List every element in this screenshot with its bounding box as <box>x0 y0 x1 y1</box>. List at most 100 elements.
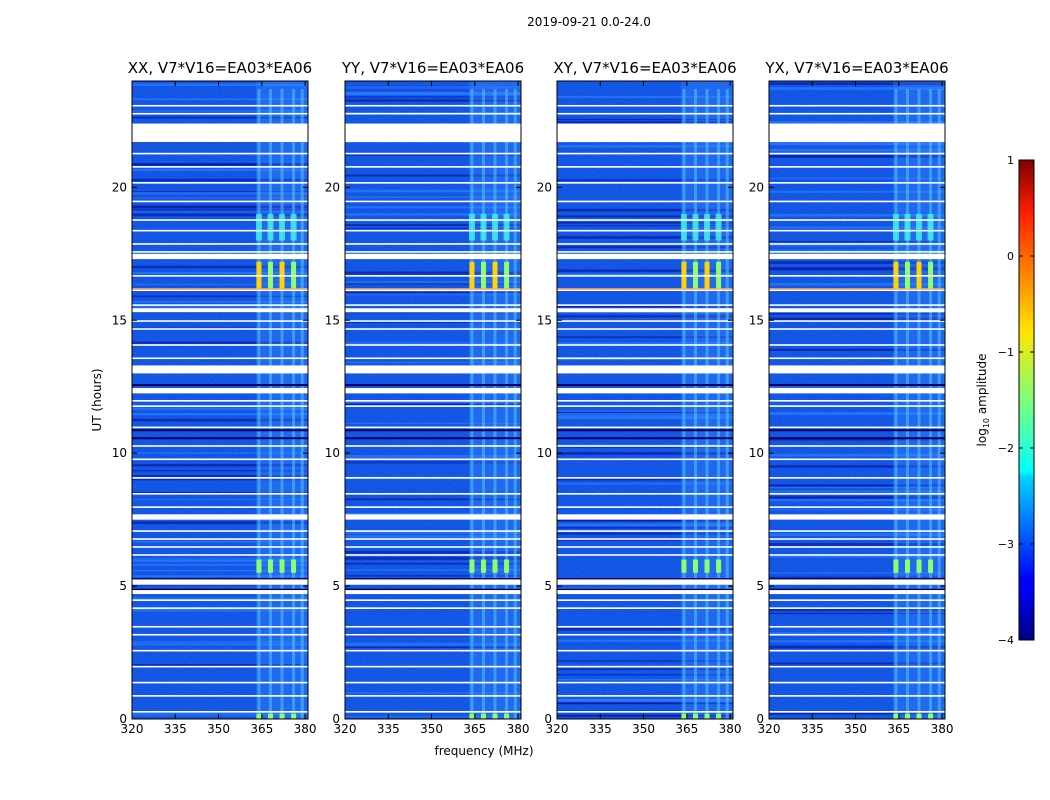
rfi-channel <box>300 89 304 719</box>
flag-line <box>769 530 945 532</box>
y-tick-label: 10 <box>749 446 764 460</box>
time-row <box>557 660 733 662</box>
colorbar-gradient <box>1018 159 1035 641</box>
time-row <box>345 174 521 177</box>
flag-line <box>132 477 308 479</box>
flag-line <box>345 357 521 360</box>
time-row <box>345 512 521 516</box>
time-row <box>345 535 521 538</box>
rfi-channel <box>505 89 509 719</box>
flag-line <box>345 445 521 447</box>
flag-line <box>557 104 733 107</box>
y-tick-label: 0 <box>332 712 340 726</box>
time-row <box>769 87 945 90</box>
time-row <box>345 96 521 98</box>
time-row <box>345 404 521 406</box>
flag-line <box>769 275 945 277</box>
time-row <box>769 712 945 715</box>
panel-title: XX, V7*V16=EA03*EA06 <box>128 59 312 77</box>
time-row <box>557 179 733 181</box>
time-row <box>557 236 733 239</box>
flag-line <box>769 711 945 713</box>
rfi-channel <box>292 89 296 719</box>
flag-line <box>557 695 733 697</box>
flag-line <box>557 112 733 115</box>
flag-line <box>769 405 945 407</box>
time-row <box>769 267 945 269</box>
time-row <box>769 121 945 124</box>
figure-title: 2019-09-21 0.0-24.0 <box>527 15 651 29</box>
time-row <box>769 490 945 493</box>
time-row <box>132 306 308 309</box>
rfi-patch <box>927 213 934 241</box>
y-tick-label: 5 <box>332 579 340 593</box>
time-row <box>557 698 733 702</box>
time-row <box>769 190 945 193</box>
time-row <box>769 82 945 85</box>
time-row <box>769 486 945 489</box>
time-row <box>557 215 733 218</box>
flag-line <box>769 649 945 652</box>
rfi-patch <box>492 213 499 241</box>
time-row <box>132 163 308 166</box>
time-row <box>769 215 945 217</box>
x-tick-label: 320 <box>334 722 357 736</box>
flag-line <box>345 546 521 548</box>
time-row <box>557 452 733 455</box>
time-row <box>557 415 733 418</box>
flag-line <box>132 530 308 532</box>
time-row <box>769 438 945 441</box>
rfi-patch <box>704 559 710 573</box>
time-row <box>769 142 945 146</box>
flag-line <box>769 229 945 232</box>
time-row <box>132 98 308 101</box>
dark-line <box>345 384 521 387</box>
flag-line <box>345 599 521 601</box>
time-row <box>769 509 945 511</box>
rfi-patch <box>492 713 498 719</box>
rfi-patch <box>893 559 899 573</box>
time-row <box>769 632 945 635</box>
dark-line <box>132 429 308 432</box>
time-row <box>557 482 733 485</box>
time-row <box>345 99 521 102</box>
rfi-patch <box>256 559 262 573</box>
colorbar-tick-label: 1 <box>1007 154 1014 167</box>
time-row <box>132 196 308 199</box>
time-row <box>345 92 521 96</box>
flag-line <box>345 530 521 532</box>
flag-line <box>132 112 308 115</box>
flagged-range <box>345 253 521 260</box>
flag-line <box>769 219 945 221</box>
time-row <box>132 558 308 560</box>
flag-line <box>557 400 733 402</box>
flag-line <box>132 400 308 402</box>
time-row <box>769 496 945 499</box>
rfi-patch <box>290 213 297 241</box>
flag-line <box>345 275 521 277</box>
flag-line <box>557 405 733 407</box>
time-row <box>132 110 308 112</box>
y-tick-label: 15 <box>112 313 127 327</box>
time-row <box>769 317 945 320</box>
flag-line <box>132 493 308 495</box>
flagged-range <box>769 253 945 260</box>
time-row <box>132 641 308 643</box>
time-row <box>557 523 733 527</box>
flag-line <box>132 546 308 548</box>
time-row <box>557 336 733 338</box>
time-row <box>345 575 521 577</box>
time-row <box>132 521 308 525</box>
time-row <box>132 205 308 208</box>
flag-line <box>345 426 521 429</box>
flag-line <box>769 477 945 479</box>
flag-line <box>132 344 308 346</box>
colorbar-tick-label: −4 <box>998 634 1014 647</box>
flagged-range <box>769 388 945 394</box>
time-row <box>769 665 945 667</box>
flag-line <box>769 182 945 184</box>
time-row <box>557 342 733 345</box>
time-row <box>132 213 308 217</box>
time-row <box>557 146 733 148</box>
flag-line <box>132 104 308 107</box>
